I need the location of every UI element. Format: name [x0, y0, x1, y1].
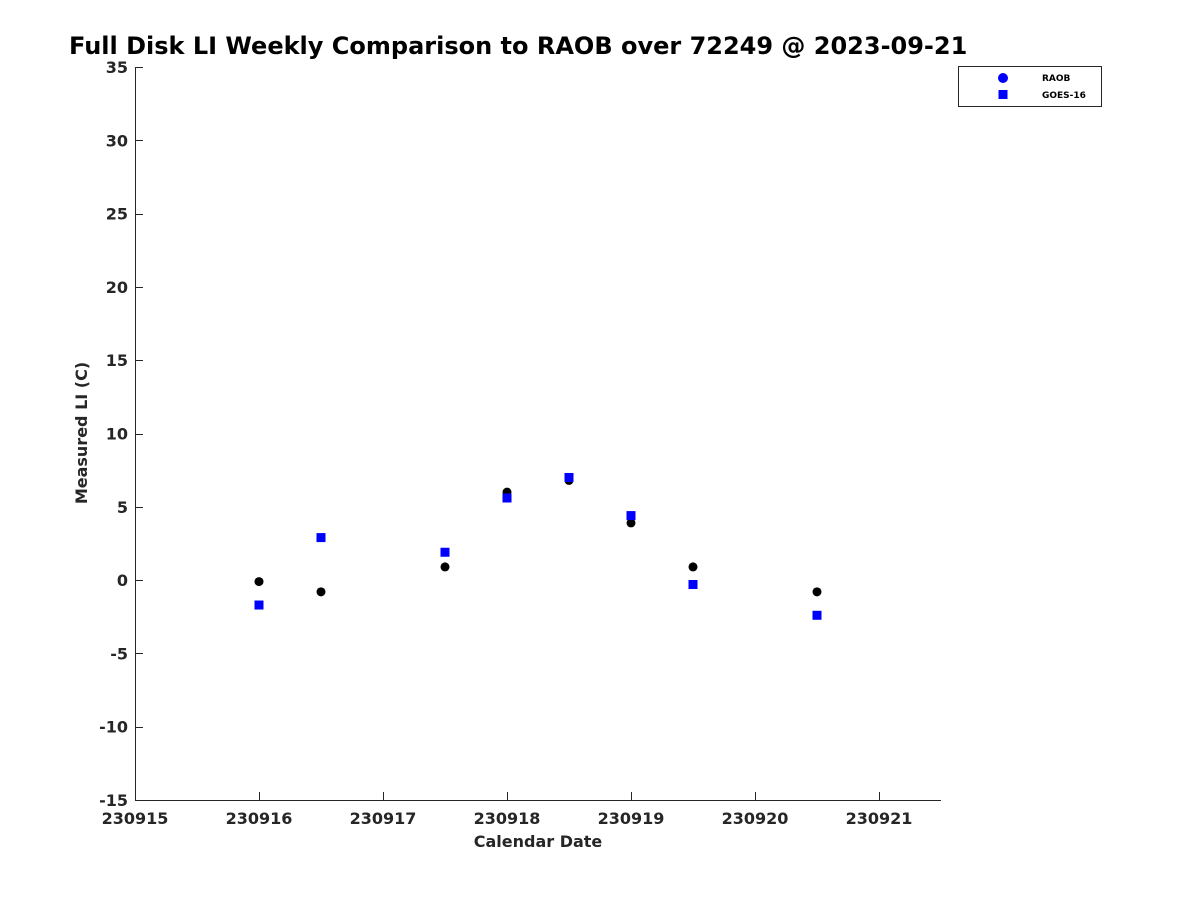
- goes-16-point: [440, 547, 450, 557]
- x-tick-label: 230921: [846, 809, 913, 828]
- goes-16-point: [316, 533, 326, 543]
- goes-16-point: [688, 579, 698, 589]
- goes-16-point: [502, 493, 512, 503]
- legend-goes-label: GOES-16: [1042, 91, 1086, 101]
- raob-point: [440, 562, 450, 572]
- y-tick-label: 10: [106, 425, 128, 444]
- legend-goes-marker: [998, 90, 1008, 99]
- y-tick-label: 35: [106, 58, 128, 77]
- plot-axes: [135, 67, 941, 801]
- goes-16-point: [254, 600, 264, 610]
- legend: RAOB GOES-16: [958, 66, 1102, 107]
- x-axis-label: Calendar Date: [474, 832, 603, 851]
- y-tick-label: 0: [117, 571, 128, 590]
- legend-raob-marker: [998, 73, 1008, 83]
- y-tick-label: 25: [106, 205, 128, 224]
- y-tick-label: 15: [106, 351, 128, 370]
- x-tick-label: 230915: [102, 809, 169, 828]
- goes-16-point: [626, 511, 636, 521]
- x-tick-label: 230920: [722, 809, 789, 828]
- y-tick-label: -15: [99, 791, 128, 810]
- x-tick-label: 230917: [350, 809, 417, 828]
- x-tick-label: 230918: [474, 809, 541, 828]
- y-axis-label: Measured LI (C): [72, 362, 91, 504]
- x-tick-label: 230916: [226, 809, 293, 828]
- y-tick-label: 30: [106, 131, 128, 150]
- raob-point: [812, 587, 822, 597]
- y-tick-label: 5: [117, 498, 128, 517]
- goes-16-point: [564, 472, 574, 482]
- y-tick-label: -10: [99, 718, 128, 737]
- raob-point: [688, 562, 698, 572]
- y-tick-label: 20: [106, 278, 128, 297]
- legend-raob-label: RAOB: [1042, 74, 1071, 84]
- legend-box: [958, 66, 1102, 107]
- raob-point: [254, 577, 264, 587]
- goes-16-point: [812, 610, 822, 620]
- axis-ticks: 230915 230916 230917 230918 230919 230920 2309…: [99, 58, 912, 828]
- chart-title: Full Disk LI Weekly Comparison to RAOB o…: [69, 32, 967, 60]
- data-points: [254, 472, 822, 620]
- raob-point: [626, 518, 636, 528]
- y-tick-label: -5: [110, 644, 128, 663]
- x-tick-label: 230919: [598, 809, 665, 828]
- raob-point: [316, 587, 326, 597]
